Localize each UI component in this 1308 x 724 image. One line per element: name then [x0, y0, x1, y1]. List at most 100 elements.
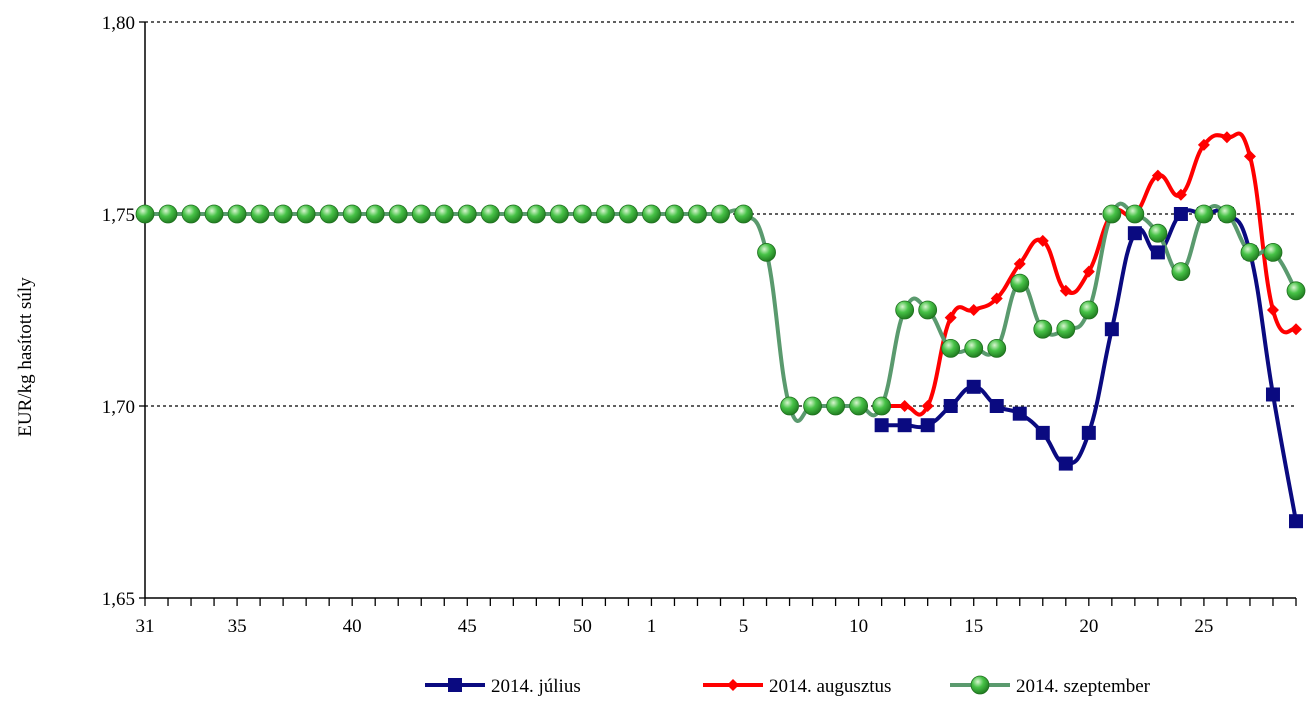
data-point-series-3 [1033, 319, 1053, 339]
data-point-series-3 [457, 204, 477, 224]
x-tick-label: 1 [647, 616, 657, 637]
data-point-series-3 [388, 204, 408, 224]
y-tick-label: 1,65 [102, 589, 135, 610]
data-point-series-1 [943, 399, 958, 413]
data-point-series-3 [642, 204, 661, 224]
data-point-series-2 [1059, 284, 1072, 297]
data-point-series-1 [1265, 387, 1280, 402]
legend-label-2: 2014. augusztus [769, 676, 891, 697]
data-point-series-2 [1290, 323, 1302, 336]
y-tick-label: 1,80 [102, 13, 135, 34]
data-point-series-1 [1081, 425, 1096, 440]
y-axis-title: EUR/kg hasított súly [15, 277, 36, 437]
series-markers [135, 131, 1306, 529]
data-point-series-2 [1197, 138, 1210, 151]
x-tick-label: 31 [136, 616, 155, 637]
data-point-series-1 [1104, 322, 1119, 337]
data-point-series-1 [1289, 514, 1303, 529]
data-point-series-3 [1171, 262, 1191, 282]
data-point-series-3 [918, 300, 938, 320]
x-tick-label: 40 [343, 616, 362, 637]
data-point-series-3 [941, 338, 961, 358]
legend-label-1: 2014. július [491, 676, 581, 697]
data-point-series-3 [596, 204, 615, 224]
data-point-series-3 [572, 204, 592, 224]
data-point-series-3 [1194, 204, 1214, 224]
data-point-series-3 [158, 204, 178, 224]
data-point-series-3 [895, 300, 915, 320]
data-point-series-3 [181, 204, 201, 224]
data-point-series-1 [897, 418, 912, 433]
data-point-series-1 [989, 399, 1004, 413]
x-tick-label: 10 [849, 616, 868, 637]
y-tick-label: 1,70 [102, 397, 135, 418]
data-point-series-2 [1243, 150, 1256, 163]
data-point-series-3 [1010, 273, 1030, 293]
legend-marker-2 [727, 679, 739, 691]
data-point-series-2 [898, 400, 911, 412]
data-point-series-3 [1079, 300, 1099, 320]
x-tick-label: 45 [458, 616, 477, 637]
data-point-series-2 [1151, 169, 1164, 182]
data-point-series-3 [987, 338, 1007, 358]
data-point-series-2 [1266, 304, 1279, 316]
data-point-series-3 [365, 204, 385, 224]
data-point-series-2 [1082, 265, 1095, 278]
x-tick-label: 50 [573, 616, 592, 637]
data-point-series-2 [944, 311, 957, 324]
data-point-series-3 [849, 396, 869, 416]
data-point-series-3 [250, 204, 270, 224]
x-tick-label: 15 [964, 616, 983, 637]
data-point-series-3 [1148, 223, 1168, 243]
data-point-series-1 [966, 379, 981, 394]
data-point-series-3 [503, 204, 523, 224]
data-point-series-3 [434, 204, 454, 224]
data-point-series-3 [757, 242, 776, 262]
legend-label-3: 2014. szeptember [1016, 676, 1151, 697]
data-point-series-3 [619, 204, 638, 224]
data-point-series-3 [342, 204, 362, 224]
data-point-series-3 [411, 204, 431, 224]
data-point-series-3 [1286, 281, 1306, 301]
x-tick-label: 5 [739, 616, 749, 637]
data-point-series-2 [1036, 234, 1049, 247]
data-point-series-3 [526, 204, 546, 224]
data-point-series-3 [665, 204, 684, 224]
data-point-series-2 [1220, 131, 1233, 144]
data-point-series-3 [549, 204, 569, 224]
axes [144, 22, 1296, 599]
data-point-series-1 [920, 418, 935, 433]
data-point-series-3 [480, 204, 500, 224]
data-point-series-3 [319, 204, 339, 224]
legend-marker-1 [448, 678, 462, 692]
x-tick-label: 25 [1194, 616, 1213, 637]
data-point-series-2 [921, 400, 934, 412]
legend: 2014. július 2014. augusztus 2014. szeptem… [425, 675, 1151, 697]
data-point-series-3 [803, 396, 822, 416]
data-point-series-3 [711, 204, 730, 224]
data-point-series-3 [1217, 204, 1237, 224]
data-point-series-3 [734, 204, 753, 224]
data-point-series-3 [227, 204, 247, 224]
data-point-series-3 [204, 204, 224, 224]
data-point-series-3 [1240, 242, 1260, 262]
y-tick-label: 1,75 [102, 205, 135, 226]
data-point-series-3 [826, 396, 845, 416]
data-point-series-3 [964, 338, 984, 358]
data-point-series-3 [688, 204, 707, 224]
data-point-series-3 [1125, 204, 1145, 224]
data-point-series-1 [1035, 425, 1050, 440]
data-point-series-3 [273, 204, 293, 224]
data-point-series-3 [135, 204, 155, 224]
data-point-series-3 [780, 396, 799, 416]
series-line-3 [145, 201, 1298, 424]
data-point-series-2 [1013, 257, 1026, 270]
data-point-series-1 [1127, 226, 1142, 241]
data-point-series-3 [1263, 242, 1283, 262]
data-point-series-3 [296, 204, 316, 224]
data-point-series-2 [967, 304, 980, 316]
series-line-1 [881, 208, 1298, 522]
data-point-series-1 [1012, 406, 1027, 421]
